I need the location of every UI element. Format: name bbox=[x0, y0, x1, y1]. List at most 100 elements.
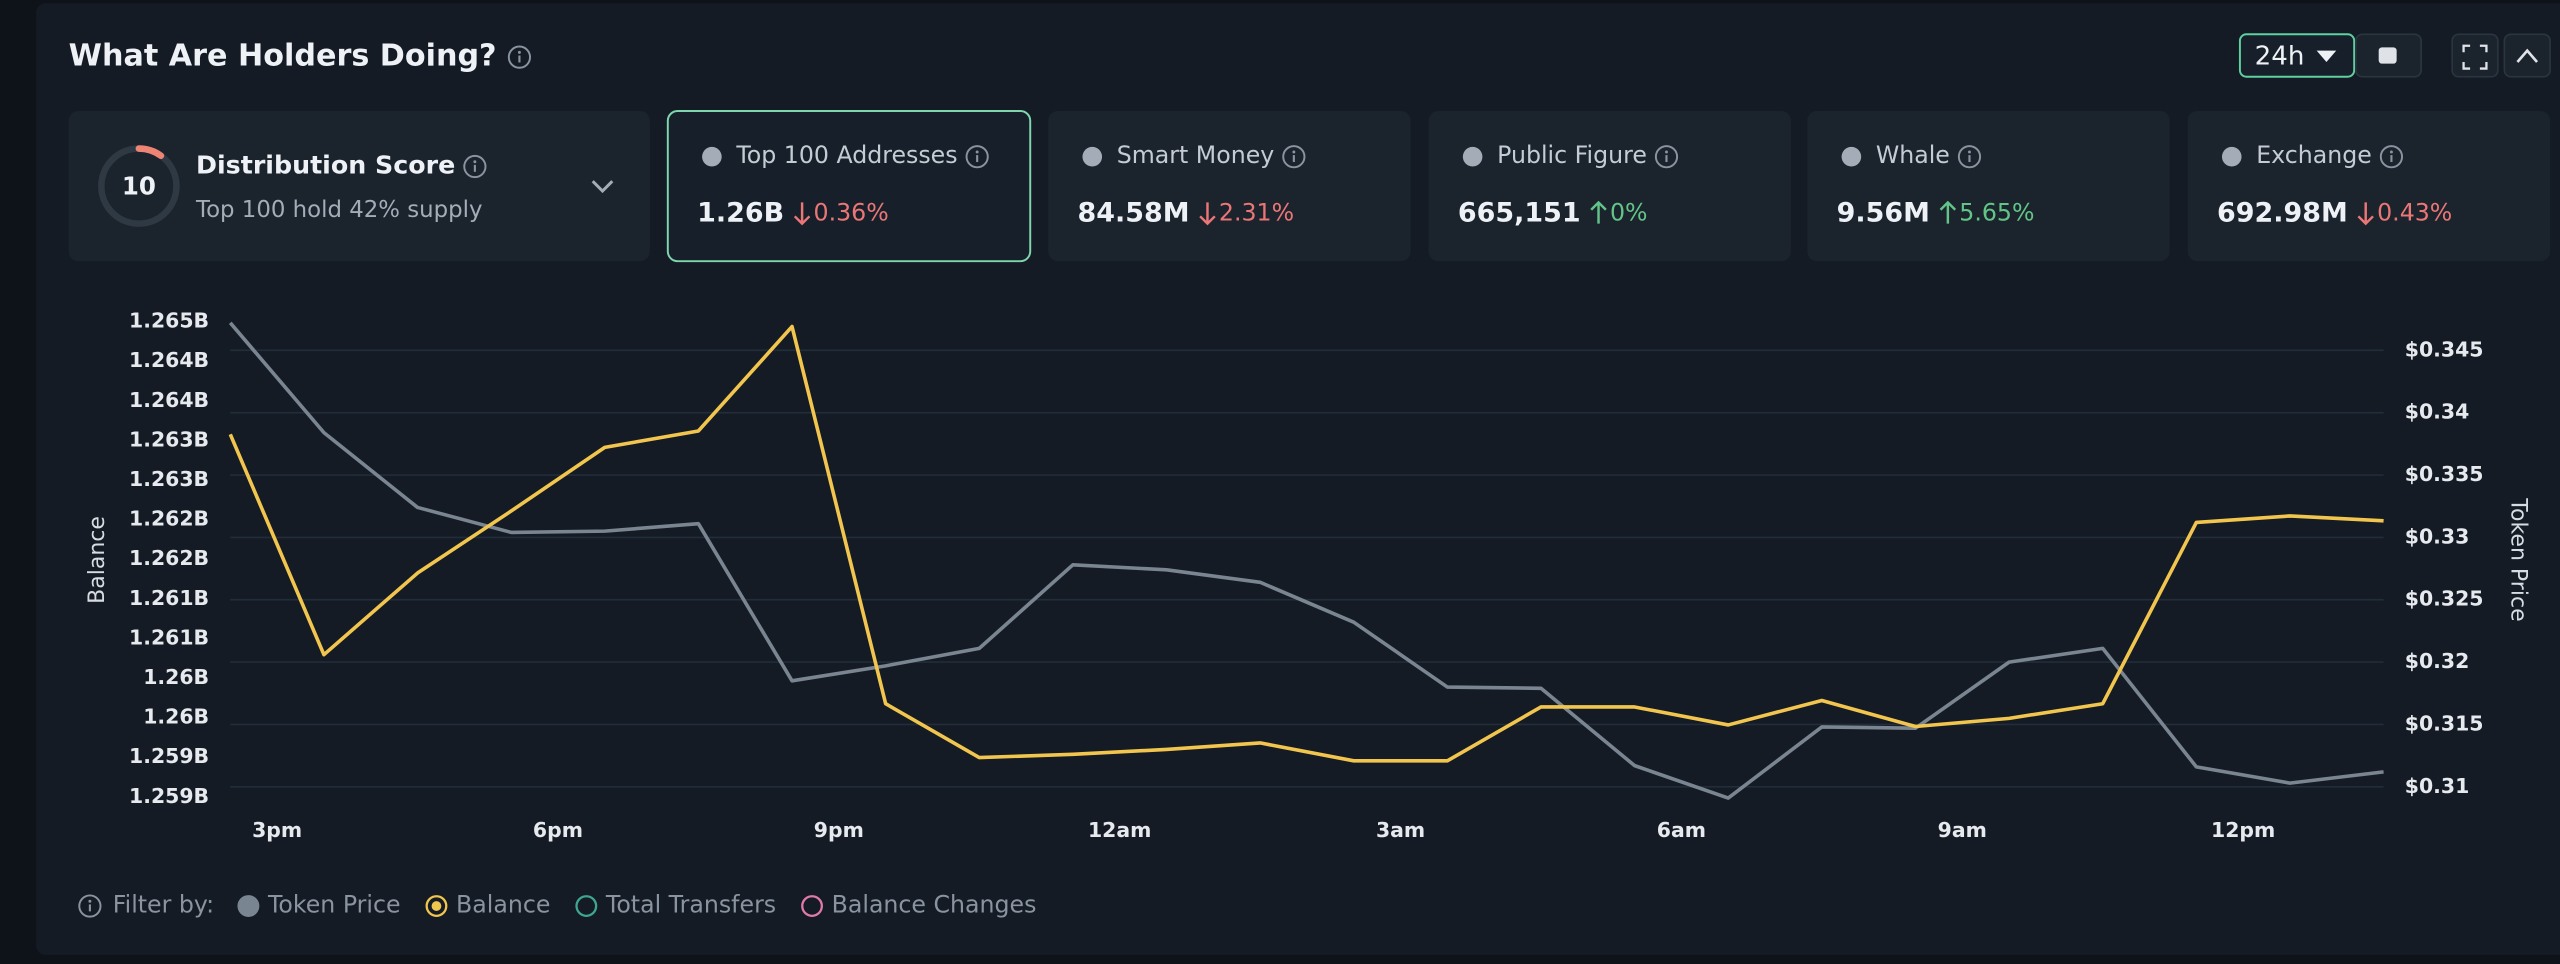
y2-tick-label: $0.32 bbox=[2405, 649, 2470, 673]
filter-swatch[interactable] bbox=[575, 895, 598, 917]
info-circle bbox=[1282, 145, 1306, 169]
filter-label: Filter by: bbox=[113, 891, 214, 919]
x-tick-label: 12am bbox=[1088, 818, 1151, 842]
score-value: 10 bbox=[122, 172, 156, 201]
card-change: 5.65% bbox=[1959, 198, 2034, 226]
y2-tick-label: $0.325 bbox=[2405, 587, 2484, 611]
info-circle bbox=[1957, 145, 1982, 169]
card-name: Public Figure bbox=[1497, 141, 1647, 169]
y-tick-label: 1.261B bbox=[129, 586, 209, 610]
change-arrow bbox=[1590, 200, 1607, 224]
metric-card[interactable] bbox=[1807, 111, 2170, 262]
panel-title: What Are Holders Doing? bbox=[69, 39, 497, 74]
info-dot bbox=[517, 50, 521, 54]
info-icon bbox=[78, 894, 102, 918]
card-icon bbox=[2221, 146, 2242, 167]
x-tick-label: 9pm bbox=[814, 818, 864, 842]
info-circle bbox=[2379, 145, 2404, 169]
filter-swatch-dot bbox=[431, 901, 442, 911]
y-tick-label: 1.264B bbox=[129, 388, 209, 412]
filter-option[interactable]: Balance bbox=[456, 891, 550, 919]
card-value: 665,151 bbox=[1458, 197, 1581, 228]
distribution-title: Distribution Score bbox=[196, 151, 455, 180]
card-value: 692.98M bbox=[2217, 197, 2348, 228]
card-name: Smart Money bbox=[1117, 141, 1275, 169]
distribution-card[interactable] bbox=[68, 111, 650, 262]
info-circle bbox=[507, 45, 532, 69]
y2-tick-label: $0.345 bbox=[2405, 337, 2484, 361]
card-icon bbox=[1462, 146, 1483, 167]
filter-option[interactable]: Total Transfers bbox=[605, 891, 776, 919]
info-icon bbox=[1282, 145, 1306, 169]
info-dot bbox=[88, 899, 92, 903]
collapse-button[interactable] bbox=[2503, 33, 2551, 78]
x-tick-label: 12pm bbox=[2211, 818, 2275, 842]
y-tick-label: 1.261B bbox=[129, 625, 209, 649]
y-tick-label: 1.264B bbox=[129, 348, 209, 372]
info-icon bbox=[965, 145, 989, 169]
y-tick-label: 1.265B bbox=[129, 309, 209, 333]
filter-swatch[interactable] bbox=[425, 895, 448, 917]
card-value: 1.26B bbox=[697, 197, 784, 228]
x-tick-label: 6am bbox=[1657, 818, 1706, 842]
chevron bbox=[591, 180, 614, 194]
filter-swatch[interactable] bbox=[237, 895, 260, 917]
filter-option[interactable]: Balance Changes bbox=[832, 891, 1037, 919]
range-caret bbox=[2316, 50, 2337, 63]
card-change: 0% bbox=[1610, 198, 1648, 226]
info-dot bbox=[1968, 150, 1971, 154]
expand-button[interactable] bbox=[2451, 33, 2499, 78]
info-icon bbox=[1957, 145, 1982, 169]
y-tick-label: 1.26B bbox=[143, 705, 209, 729]
y2-axis-title: Token Price bbox=[2505, 497, 2530, 621]
info-icon bbox=[2379, 145, 2404, 169]
distribution-subtitle: Top 100 hold 42% supply bbox=[195, 197, 483, 223]
y-tick-label: 1.259B bbox=[129, 744, 209, 768]
x-tick-label: 6pm bbox=[533, 818, 583, 842]
card-icon bbox=[702, 146, 722, 167]
info-icon bbox=[1654, 145, 1679, 169]
y2-tick-label: $0.33 bbox=[2405, 524, 2470, 548]
info-dot bbox=[473, 160, 477, 164]
info-dot bbox=[1665, 150, 1668, 154]
card-icon bbox=[1082, 146, 1103, 167]
change-arrow bbox=[1199, 202, 1216, 226]
card-icon bbox=[1841, 146, 1862, 167]
card-change: 2.31% bbox=[1219, 198, 1294, 226]
card-value: 84.58M bbox=[1078, 197, 1190, 228]
info-circle bbox=[78, 894, 102, 918]
y2-tick-label: $0.31 bbox=[2405, 774, 2470, 798]
y2-tick-label: $0.335 bbox=[2405, 462, 2484, 486]
metric-card[interactable] bbox=[1428, 111, 1791, 262]
filter-option[interactable]: Token Price bbox=[267, 891, 401, 919]
filter-swatch[interactable] bbox=[801, 895, 823, 917]
metric-card[interactable] bbox=[1048, 111, 1411, 262]
range-button[interactable] bbox=[2238, 33, 2356, 78]
series-line bbox=[228, 324, 2384, 763]
series-line bbox=[228, 321, 2384, 800]
y-tick-label: 1.26B bbox=[143, 665, 209, 689]
x-tick-label: 3am bbox=[1376, 818, 1425, 842]
score-arc bbox=[135, 145, 165, 159]
card-name: Whale bbox=[1876, 141, 1950, 169]
card-change: 0.43% bbox=[2377, 198, 2452, 226]
x-tick-label: 3pm bbox=[252, 818, 302, 842]
change-arrow bbox=[1939, 200, 1957, 224]
y-axis-title: Balance bbox=[85, 516, 110, 604]
info-circle bbox=[965, 145, 989, 169]
metric-card[interactable] bbox=[666, 110, 1032, 263]
info-circle bbox=[463, 154, 487, 179]
card-name: Exchange bbox=[2256, 141, 2372, 169]
collapse-icon bbox=[2516, 48, 2539, 63]
info-dot bbox=[2389, 150, 2393, 154]
calendar-icon bbox=[2378, 47, 2397, 64]
info-icon bbox=[507, 45, 532, 69]
y-tick-label: 1.262B bbox=[129, 507, 209, 531]
card-change: 0.36% bbox=[814, 198, 889, 226]
info-dot bbox=[1292, 150, 1296, 154]
metric-card[interactable] bbox=[2187, 111, 2551, 262]
range-label: 24h bbox=[2255, 42, 2305, 72]
expand-icon bbox=[2462, 44, 2488, 70]
